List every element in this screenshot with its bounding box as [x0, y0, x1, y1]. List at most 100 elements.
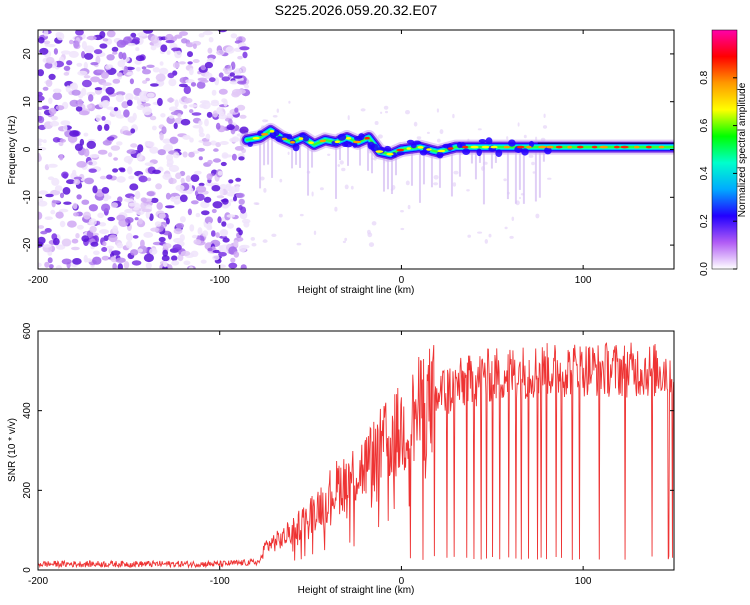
- noise-blob: [179, 31, 188, 36]
- noise-blob: [146, 64, 155, 69]
- noise-speckle: [296, 242, 302, 246]
- noise-blob: [243, 221, 250, 228]
- signal-blob: [544, 146, 552, 155]
- noise-blob: [103, 123, 110, 131]
- noise-blob: [38, 211, 43, 220]
- noise-blob: [48, 107, 57, 115]
- noise-blob: [123, 261, 130, 269]
- noise-blob: [77, 70, 88, 76]
- noise-blob: [107, 152, 113, 158]
- noise-blob: [112, 168, 119, 173]
- noise-blob: [38, 69, 44, 77]
- noise-speckle: [506, 136, 509, 140]
- noise-blob: [38, 262, 42, 268]
- noise-speckle: [327, 153, 331, 156]
- noise-blob: [174, 50, 182, 59]
- noise-blob: [157, 149, 166, 156]
- noise-blob: [239, 46, 250, 51]
- noise-blob: [182, 151, 188, 158]
- noise-blob: [150, 45, 157, 51]
- noise-blob: [116, 176, 126, 183]
- signal-peak: [447, 147, 454, 150]
- noise-blob: [75, 233, 80, 239]
- noise-blob: [180, 250, 191, 257]
- noise-blob: [107, 136, 115, 141]
- noise-blob: [142, 69, 151, 75]
- signal-peak: [308, 141, 314, 144]
- noise-blob: [130, 128, 136, 134]
- noise-blob: [174, 34, 183, 39]
- noise-blob: [137, 218, 143, 225]
- noise-blob: [58, 208, 69, 213]
- signal-blob: [495, 149, 503, 157]
- noise-blob: [173, 228, 183, 235]
- noise-blob: [90, 241, 99, 247]
- noise-speckle: [400, 210, 404, 213]
- noise-blob: [166, 50, 171, 55]
- noise-blob: [51, 177, 60, 186]
- noise-speckle: [344, 237, 348, 242]
- noise-speckle: [433, 182, 439, 186]
- noise-blob: [75, 106, 83, 112]
- snr-y-ticks: 0 200 400 600: [22, 322, 674, 573]
- noise-blob: [74, 143, 83, 151]
- noise-blob: [218, 72, 224, 78]
- noise-blob: [135, 47, 140, 52]
- noise-blob: [116, 91, 126, 96]
- noise-blob: [122, 130, 131, 136]
- noise-blob: [141, 66, 147, 70]
- noise-blob: [110, 145, 121, 151]
- x-tick-label: 0: [399, 576, 405, 587]
- signal-peak: [426, 148, 432, 151]
- noise-blob: [221, 76, 231, 82]
- noise-blob: [205, 133, 211, 140]
- noise-blob: [228, 118, 233, 125]
- noise-blob: [102, 241, 107, 247]
- noise-blob: [46, 43, 56, 48]
- noise-blob: [84, 52, 94, 60]
- noise-speckle: [509, 235, 514, 239]
- noise-blob: [165, 205, 175, 209]
- noise-blob: [160, 44, 168, 52]
- noise-blob: [154, 221, 162, 227]
- noise-blob: [45, 193, 54, 198]
- noise-blob: [50, 189, 61, 196]
- noise-blob: [63, 124, 68, 132]
- spectrogram-y-label: Frequency (Hz): [7, 116, 18, 185]
- noise-blob: [226, 223, 234, 229]
- noise-blob: [198, 120, 203, 126]
- noise-blob: [111, 250, 121, 256]
- noise-speckle: [452, 113, 455, 119]
- signal-peak: [281, 137, 288, 141]
- noise-blob: [222, 237, 230, 243]
- colorbar-ticks: 0.0 0.2 0.4 0.6 0.8: [699, 70, 737, 276]
- noise-blob: [156, 202, 163, 210]
- noise-blob: [86, 104, 93, 109]
- noise-blob: [177, 254, 184, 262]
- signal-blob: [446, 143, 453, 151]
- noise-blob: [183, 260, 191, 266]
- noise-blob: [42, 86, 49, 91]
- noise-blob: [135, 55, 145, 62]
- noise-blob: [165, 40, 175, 44]
- signal-peak: [503, 145, 510, 149]
- noise-blob: [204, 61, 213, 69]
- noise-blob: [73, 212, 79, 217]
- noise-blob: [112, 263, 117, 269]
- noise-blob: [146, 177, 152, 182]
- noise-blob: [224, 65, 231, 69]
- noise-blob: [215, 232, 220, 238]
- noise-blob: [86, 35, 97, 41]
- noise-blob: [47, 257, 53, 264]
- x-tick-label: -200: [28, 576, 48, 587]
- noise-blob: [194, 170, 202, 175]
- y-tick-label: -20: [22, 237, 33, 252]
- noise-blob: [116, 72, 123, 77]
- noise-blob: [102, 100, 110, 107]
- noise-speckle: [436, 108, 439, 113]
- noise-blob: [171, 47, 182, 52]
- noise-blob: [175, 222, 185, 229]
- noise-blob: [238, 245, 247, 253]
- noise-blob: [234, 146, 245, 151]
- noise-blob: [188, 151, 195, 158]
